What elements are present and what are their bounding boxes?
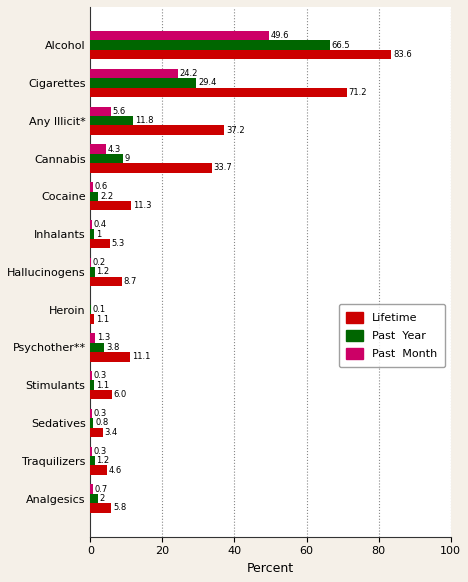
- Bar: [90, 352, 131, 361]
- Bar: [90, 116, 133, 126]
- Bar: [90, 126, 224, 135]
- Text: 1.2: 1.2: [96, 267, 110, 276]
- Text: 11.3: 11.3: [133, 201, 152, 210]
- Text: 8.7: 8.7: [124, 277, 137, 286]
- Text: 3.4: 3.4: [104, 428, 118, 437]
- Bar: [90, 50, 392, 59]
- Text: 0.8: 0.8: [95, 418, 109, 427]
- Bar: [90, 31, 269, 41]
- Text: 0.2: 0.2: [93, 258, 106, 267]
- Bar: [90, 276, 122, 286]
- Bar: [90, 503, 111, 513]
- Bar: [90, 418, 93, 428]
- Text: 1.1: 1.1: [96, 315, 110, 324]
- Bar: [90, 456, 95, 466]
- Bar: [90, 466, 107, 475]
- Text: 49.6: 49.6: [271, 31, 289, 40]
- Bar: [90, 191, 98, 201]
- Text: 5.6: 5.6: [112, 107, 125, 116]
- Text: 0.7: 0.7: [95, 485, 108, 494]
- X-axis label: Percent: Percent: [247, 562, 294, 575]
- Bar: [90, 107, 110, 116]
- Text: 1: 1: [96, 229, 101, 239]
- Text: 71.2: 71.2: [349, 88, 367, 97]
- Text: 1.1: 1.1: [96, 381, 110, 390]
- Text: 0.3: 0.3: [93, 409, 107, 418]
- Bar: [90, 258, 91, 267]
- Bar: [90, 409, 92, 418]
- Bar: [90, 428, 102, 437]
- Text: 5.8: 5.8: [113, 503, 126, 513]
- Bar: [90, 154, 123, 163]
- Text: 24.2: 24.2: [179, 69, 198, 78]
- Bar: [90, 88, 347, 97]
- Bar: [90, 220, 92, 229]
- Text: 33.7: 33.7: [213, 164, 232, 172]
- Text: 2: 2: [99, 494, 105, 503]
- Text: 11.1: 11.1: [132, 352, 151, 361]
- Bar: [90, 494, 98, 503]
- Bar: [90, 390, 112, 399]
- Text: 1.3: 1.3: [97, 333, 110, 342]
- Bar: [90, 343, 104, 352]
- Text: 6.0: 6.0: [114, 390, 127, 399]
- Text: 0.6: 0.6: [95, 182, 108, 191]
- Text: 37.2: 37.2: [226, 126, 245, 134]
- Text: 66.5: 66.5: [332, 41, 351, 49]
- Text: 0.3: 0.3: [93, 447, 107, 456]
- Bar: [90, 381, 95, 390]
- Bar: [90, 69, 177, 78]
- Text: 0.3: 0.3: [93, 371, 107, 380]
- Bar: [90, 229, 94, 239]
- Text: 83.6: 83.6: [393, 50, 412, 59]
- Bar: [90, 201, 131, 211]
- Text: 11.8: 11.8: [135, 116, 153, 125]
- Text: 3.8: 3.8: [106, 343, 119, 352]
- Bar: [90, 163, 212, 173]
- Bar: [90, 314, 95, 324]
- Text: 4.3: 4.3: [108, 144, 121, 154]
- Text: 9: 9: [124, 154, 130, 163]
- Text: 4.6: 4.6: [109, 466, 122, 475]
- Text: 29.4: 29.4: [198, 79, 217, 87]
- Bar: [90, 333, 95, 343]
- Text: 0.4: 0.4: [94, 220, 107, 229]
- Bar: [90, 371, 92, 381]
- Text: 5.3: 5.3: [111, 239, 124, 248]
- Bar: [90, 239, 110, 249]
- Text: 0.1: 0.1: [93, 305, 106, 314]
- Bar: [90, 267, 95, 276]
- Legend: Lifetime, Past  Year, Past  Month: Lifetime, Past Year, Past Month: [339, 304, 445, 367]
- Bar: [90, 78, 196, 88]
- Text: 1.2: 1.2: [96, 456, 110, 465]
- Bar: [90, 144, 106, 154]
- Text: 2.2: 2.2: [100, 192, 113, 201]
- Bar: [90, 41, 330, 50]
- Bar: [90, 446, 92, 456]
- Bar: [90, 182, 93, 191]
- Bar: [90, 484, 93, 494]
